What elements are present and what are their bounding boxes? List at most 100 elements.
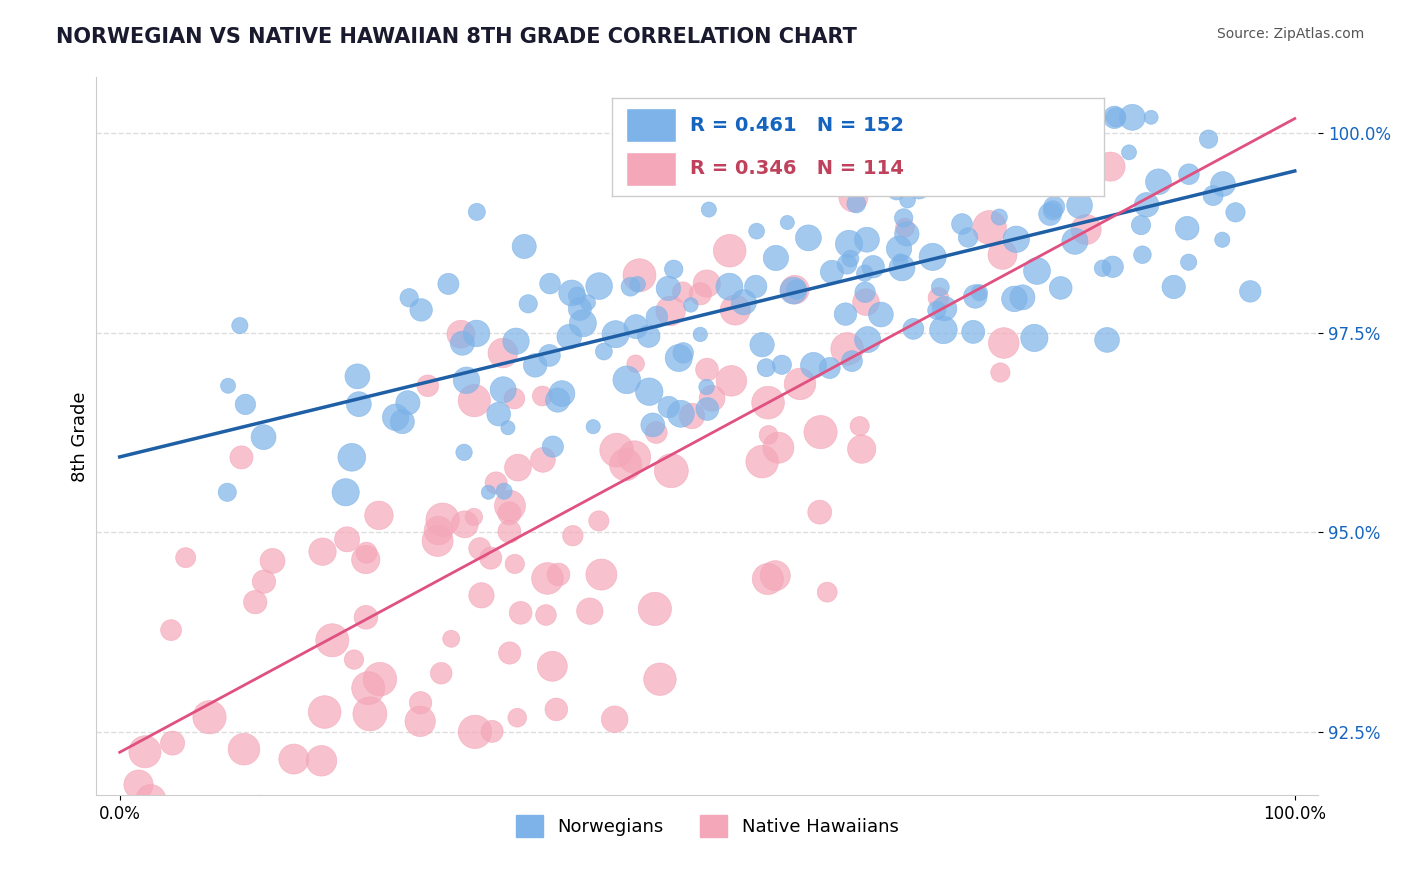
- Point: [770, 358, 793, 372]
- Point: [751, 454, 773, 468]
- Point: [1202, 188, 1225, 202]
- Point: [1140, 111, 1163, 125]
- Point: [886, 184, 908, 198]
- Point: [644, 602, 666, 616]
- Point: [245, 595, 267, 609]
- Point: [696, 380, 718, 394]
- Point: [897, 193, 920, 207]
- Point: [614, 458, 637, 472]
- Point: [531, 389, 554, 403]
- Point: [856, 333, 879, 347]
- Point: [463, 510, 485, 524]
- Point: [842, 190, 865, 204]
- Point: [477, 485, 499, 500]
- Point: [1099, 160, 1122, 174]
- Point: [496, 421, 519, 435]
- Point: [718, 279, 741, 293]
- Point: [782, 284, 804, 298]
- Point: [588, 279, 610, 293]
- Point: [821, 180, 844, 194]
- Point: [797, 231, 820, 245]
- Point: [426, 533, 449, 548]
- Point: [450, 327, 472, 342]
- Point: [174, 550, 197, 565]
- Point: [700, 392, 723, 406]
- Point: [217, 378, 239, 392]
- Point: [637, 329, 659, 343]
- Point: [697, 202, 720, 217]
- Point: [506, 460, 529, 475]
- Point: [894, 220, 917, 235]
- Point: [551, 386, 574, 401]
- Point: [669, 407, 692, 421]
- Point: [538, 348, 561, 362]
- Point: [765, 251, 787, 265]
- Point: [811, 142, 834, 156]
- Point: [409, 714, 432, 729]
- Bar: [627, 108, 676, 142]
- Point: [578, 604, 600, 618]
- Point: [588, 514, 610, 528]
- Point: [619, 279, 641, 293]
- Point: [591, 567, 613, 582]
- Point: [718, 244, 741, 258]
- Point: [1211, 233, 1233, 247]
- Point: [696, 362, 718, 376]
- Point: [893, 211, 915, 225]
- Point: [990, 366, 1012, 380]
- Point: [624, 357, 647, 371]
- Point: [582, 419, 605, 434]
- Point: [887, 242, 910, 256]
- Point: [440, 632, 463, 646]
- Point: [541, 440, 564, 454]
- Point: [696, 277, 718, 291]
- Point: [763, 568, 786, 582]
- Point: [398, 291, 420, 305]
- Point: [751, 337, 773, 351]
- Point: [821, 265, 844, 279]
- Point: [1104, 111, 1126, 125]
- Point: [1031, 134, 1053, 148]
- Text: NORWEGIAN VS NATIVE HAWAIIAN 8TH GRADE CORRELATION CHART: NORWEGIAN VS NATIVE HAWAIIAN 8TH GRADE C…: [56, 27, 858, 46]
- Point: [568, 301, 591, 316]
- Point: [453, 445, 475, 459]
- Point: [356, 546, 378, 560]
- Point: [768, 441, 790, 455]
- Point: [217, 485, 239, 500]
- Point: [396, 396, 419, 410]
- Point: [672, 346, 695, 360]
- Point: [648, 672, 671, 686]
- Point: [128, 778, 150, 792]
- Point: [160, 623, 183, 637]
- Point: [347, 397, 370, 411]
- Point: [862, 260, 884, 274]
- Point: [592, 344, 614, 359]
- Point: [253, 574, 276, 589]
- Point: [855, 295, 877, 310]
- Point: [891, 260, 914, 275]
- Point: [946, 146, 969, 161]
- Point: [499, 499, 522, 513]
- Point: [335, 485, 357, 500]
- Point: [1005, 232, 1028, 246]
- Point: [645, 425, 668, 440]
- Point: [623, 450, 645, 464]
- Legend: Norwegians, Native Hawaiians: Norwegians, Native Hawaiians: [509, 807, 905, 844]
- Bar: [627, 152, 676, 186]
- Point: [1031, 176, 1053, 190]
- Point: [1175, 221, 1198, 235]
- Point: [488, 407, 510, 421]
- Point: [368, 672, 391, 686]
- Point: [503, 557, 526, 571]
- Point: [409, 696, 432, 710]
- Point: [988, 210, 1011, 224]
- Point: [505, 334, 527, 349]
- Point: [776, 215, 799, 229]
- Point: [803, 359, 825, 373]
- Point: [498, 507, 520, 521]
- Point: [1026, 264, 1049, 278]
- Point: [668, 351, 690, 365]
- Point: [1132, 248, 1154, 262]
- Point: [1085, 111, 1108, 125]
- Point: [845, 196, 868, 211]
